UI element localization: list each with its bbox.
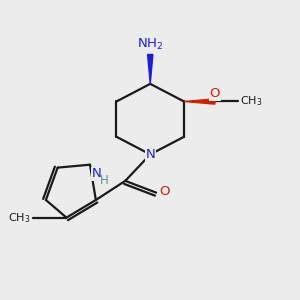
Text: H: H [99, 173, 108, 187]
Text: NH$_2$: NH$_2$ [137, 37, 164, 52]
Text: O: O [159, 185, 169, 198]
Text: CH$_3$: CH$_3$ [8, 211, 30, 224]
Text: N: N [146, 148, 155, 161]
Text: O: O [210, 87, 220, 100]
Text: CH$_3$: CH$_3$ [240, 94, 262, 108]
Polygon shape [148, 55, 153, 84]
Polygon shape [184, 99, 215, 104]
Text: N: N [92, 167, 101, 180]
